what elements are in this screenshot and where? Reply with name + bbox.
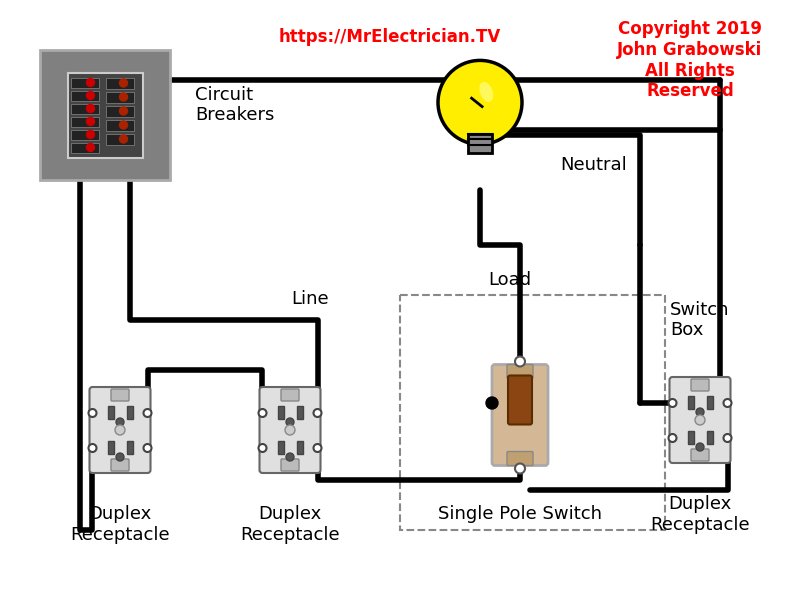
FancyBboxPatch shape	[70, 91, 98, 100]
FancyBboxPatch shape	[297, 406, 302, 419]
FancyBboxPatch shape	[259, 387, 321, 473]
Bar	[400, 295, 665, 530]
FancyBboxPatch shape	[706, 431, 713, 443]
Circle shape	[696, 443, 704, 451]
Circle shape	[286, 418, 294, 426]
FancyBboxPatch shape	[70, 116, 98, 127]
Circle shape	[116, 453, 124, 461]
Circle shape	[723, 434, 731, 442]
FancyBboxPatch shape	[106, 133, 134, 145]
Text: Duplex
Receptacle: Duplex Receptacle	[240, 505, 340, 544]
FancyBboxPatch shape	[687, 431, 694, 443]
FancyBboxPatch shape	[508, 376, 532, 425]
Circle shape	[86, 79, 94, 86]
Circle shape	[86, 118, 94, 125]
Circle shape	[89, 409, 97, 417]
Circle shape	[314, 409, 322, 417]
FancyBboxPatch shape	[281, 389, 299, 401]
Text: Duplex
Receptacle: Duplex Receptacle	[650, 495, 750, 534]
Circle shape	[258, 409, 266, 417]
Circle shape	[515, 463, 525, 473]
Circle shape	[723, 399, 731, 407]
FancyBboxPatch shape	[111, 389, 129, 401]
Text: Copyright 2019
John Grabowski
All Rights
Reserved: Copyright 2019 John Grabowski All Rights…	[618, 20, 762, 100]
Circle shape	[314, 444, 322, 452]
Circle shape	[89, 444, 97, 452]
Text: Duplex
Receptacle: Duplex Receptacle	[70, 505, 170, 544]
FancyBboxPatch shape	[107, 406, 114, 419]
Text: https://MrElectrician.TV: https://MrElectrician.TV	[279, 28, 501, 46]
FancyBboxPatch shape	[90, 387, 150, 473]
Circle shape	[86, 143, 94, 151]
Circle shape	[258, 444, 266, 452]
Circle shape	[285, 425, 295, 435]
FancyBboxPatch shape	[40, 50, 170, 180]
FancyBboxPatch shape	[70, 142, 98, 152]
FancyBboxPatch shape	[469, 134, 491, 153]
FancyBboxPatch shape	[67, 73, 142, 157]
Circle shape	[119, 135, 127, 143]
Ellipse shape	[479, 82, 494, 102]
FancyBboxPatch shape	[281, 459, 299, 471]
Circle shape	[116, 418, 124, 426]
Circle shape	[86, 104, 94, 113]
FancyBboxPatch shape	[297, 440, 302, 454]
Circle shape	[669, 434, 677, 442]
FancyBboxPatch shape	[126, 406, 133, 419]
Circle shape	[119, 79, 127, 87]
Circle shape	[86, 130, 94, 139]
Text: Single Pole Switch: Single Pole Switch	[438, 505, 602, 523]
FancyBboxPatch shape	[706, 395, 713, 409]
FancyBboxPatch shape	[278, 440, 283, 454]
Circle shape	[695, 415, 705, 425]
FancyBboxPatch shape	[492, 364, 548, 466]
FancyBboxPatch shape	[687, 395, 694, 409]
Text: Neutral: Neutral	[560, 156, 626, 174]
Circle shape	[119, 121, 127, 129]
Circle shape	[143, 444, 151, 452]
Text: Load: Load	[488, 271, 531, 289]
Circle shape	[119, 93, 127, 101]
Circle shape	[669, 399, 677, 407]
FancyBboxPatch shape	[691, 379, 709, 391]
FancyBboxPatch shape	[70, 103, 98, 113]
Circle shape	[515, 356, 525, 367]
FancyBboxPatch shape	[106, 77, 134, 88]
FancyBboxPatch shape	[278, 406, 283, 419]
Circle shape	[115, 425, 125, 435]
Circle shape	[486, 397, 498, 409]
FancyBboxPatch shape	[107, 440, 114, 454]
FancyBboxPatch shape	[126, 440, 133, 454]
FancyBboxPatch shape	[507, 364, 533, 379]
FancyBboxPatch shape	[691, 449, 709, 461]
FancyBboxPatch shape	[106, 91, 134, 103]
Circle shape	[438, 61, 522, 145]
Circle shape	[286, 453, 294, 461]
FancyBboxPatch shape	[507, 451, 533, 466]
Circle shape	[696, 408, 704, 416]
Circle shape	[143, 409, 151, 417]
Text: Line: Line	[291, 290, 329, 308]
FancyBboxPatch shape	[70, 77, 98, 88]
FancyBboxPatch shape	[70, 130, 98, 139]
FancyBboxPatch shape	[106, 119, 134, 130]
Circle shape	[119, 107, 127, 115]
FancyBboxPatch shape	[111, 459, 129, 471]
FancyBboxPatch shape	[670, 377, 730, 463]
Text: Circuit
Breakers: Circuit Breakers	[195, 86, 274, 124]
FancyBboxPatch shape	[106, 106, 134, 116]
Text: Switch
Box: Switch Box	[670, 301, 730, 340]
Circle shape	[86, 91, 94, 100]
